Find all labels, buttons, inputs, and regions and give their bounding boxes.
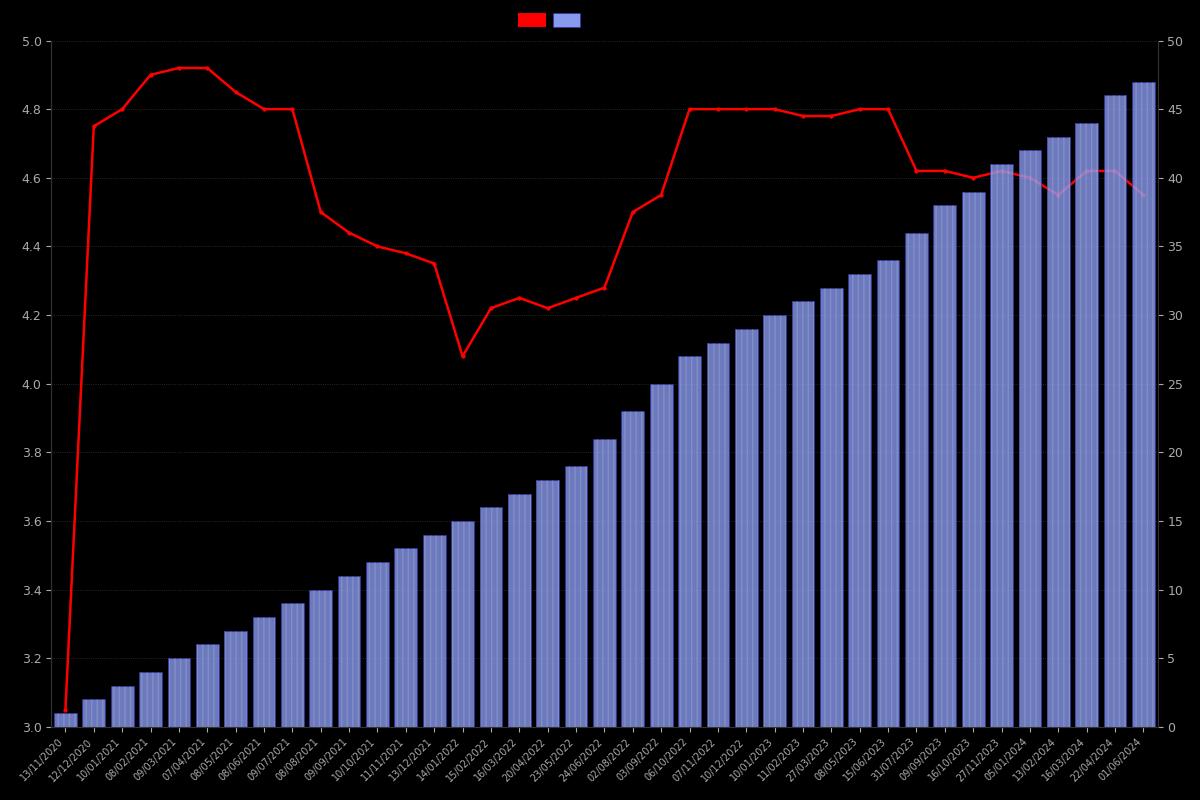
- Bar: [707, 342, 730, 727]
- Bar: [1046, 137, 1069, 727]
- Bar: [678, 356, 701, 727]
- Bar: [593, 438, 616, 727]
- Bar: [622, 411, 644, 727]
- Bar: [196, 645, 218, 727]
- Bar: [422, 534, 445, 727]
- Bar: [83, 699, 106, 727]
- Bar: [536, 480, 559, 727]
- Bar: [990, 164, 1013, 727]
- Bar: [905, 233, 928, 727]
- Legend: , : ,: [518, 13, 581, 28]
- Bar: [678, 356, 701, 727]
- Bar: [508, 494, 530, 727]
- Bar: [905, 233, 928, 727]
- Bar: [508, 494, 530, 727]
- Bar: [593, 438, 616, 727]
- Bar: [451, 521, 474, 727]
- Bar: [480, 507, 503, 727]
- Bar: [366, 562, 389, 727]
- Bar: [1075, 123, 1098, 727]
- Bar: [734, 329, 757, 727]
- Bar: [281, 603, 304, 727]
- Bar: [480, 507, 503, 727]
- Bar: [848, 274, 871, 727]
- Bar: [707, 342, 730, 727]
- Bar: [281, 603, 304, 727]
- Bar: [395, 549, 418, 727]
- Bar: [792, 302, 815, 727]
- Bar: [1132, 82, 1154, 727]
- Bar: [877, 260, 900, 727]
- Bar: [168, 658, 191, 727]
- Bar: [763, 315, 786, 727]
- Bar: [565, 466, 588, 727]
- Bar: [54, 713, 77, 727]
- Bar: [1132, 82, 1154, 727]
- Bar: [734, 329, 757, 727]
- Bar: [820, 288, 842, 727]
- Bar: [168, 658, 191, 727]
- Bar: [622, 411, 644, 727]
- Bar: [310, 590, 332, 727]
- Bar: [763, 315, 786, 727]
- Bar: [224, 630, 247, 727]
- Bar: [934, 206, 956, 727]
- Bar: [820, 288, 842, 727]
- Bar: [224, 630, 247, 727]
- Bar: [1104, 95, 1127, 727]
- Bar: [196, 645, 218, 727]
- Bar: [565, 466, 588, 727]
- Bar: [54, 713, 77, 727]
- Bar: [1019, 150, 1042, 727]
- Bar: [962, 191, 984, 727]
- Bar: [395, 549, 418, 727]
- Bar: [337, 576, 360, 727]
- Bar: [310, 590, 332, 727]
- Bar: [139, 672, 162, 727]
- Bar: [139, 672, 162, 727]
- Bar: [650, 384, 672, 727]
- Bar: [422, 534, 445, 727]
- Bar: [110, 686, 133, 727]
- Bar: [650, 384, 672, 727]
- Bar: [990, 164, 1013, 727]
- Bar: [451, 521, 474, 727]
- Bar: [253, 617, 275, 727]
- Bar: [1104, 95, 1127, 727]
- Bar: [934, 206, 956, 727]
- Bar: [962, 191, 984, 727]
- Bar: [877, 260, 900, 727]
- Bar: [1046, 137, 1069, 727]
- Bar: [83, 699, 106, 727]
- Bar: [1075, 123, 1098, 727]
- Bar: [536, 480, 559, 727]
- Bar: [848, 274, 871, 727]
- Bar: [337, 576, 360, 727]
- Bar: [253, 617, 275, 727]
- Bar: [110, 686, 133, 727]
- Bar: [792, 302, 815, 727]
- Bar: [366, 562, 389, 727]
- Bar: [1019, 150, 1042, 727]
